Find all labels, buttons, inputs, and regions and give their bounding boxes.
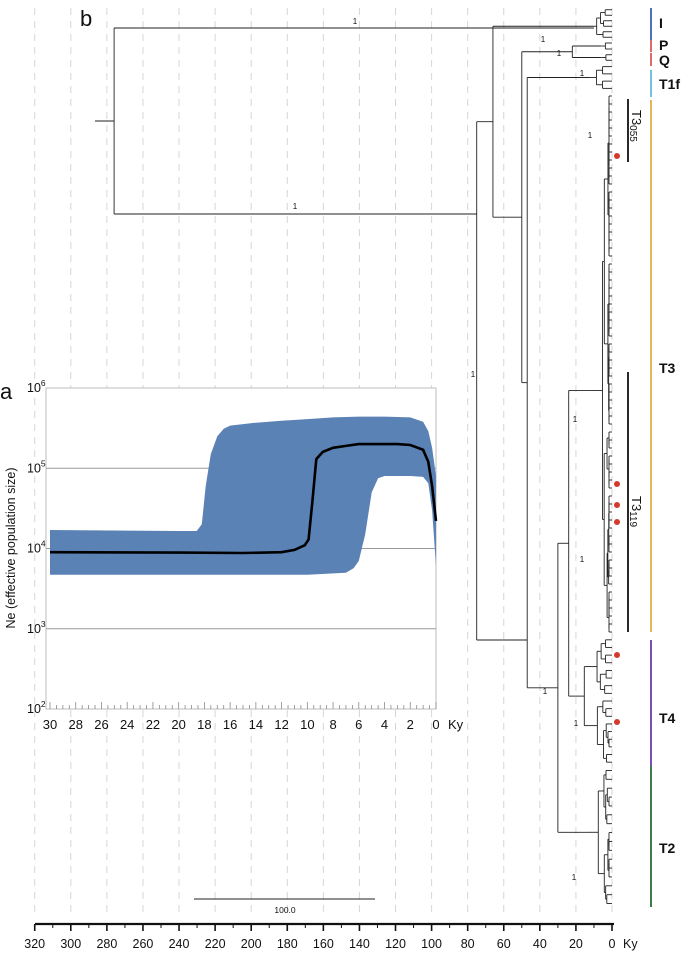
tree-axis-tick-label: 20 xyxy=(569,937,583,951)
skyline-x-tick-label: 6 xyxy=(355,717,362,732)
subclade-base: T3 xyxy=(629,496,644,511)
node-support-label: 1 xyxy=(543,687,548,696)
skyline-y-tick-label: 104 xyxy=(27,539,46,556)
sample-marker-T3 xyxy=(614,502,620,508)
node-support-label: 1 xyxy=(572,873,577,882)
skyline-x-tick-label: 28 xyxy=(68,717,82,732)
skyline-x-tick-label: 2 xyxy=(407,717,414,732)
clade-label-T2: T2 xyxy=(659,840,676,856)
skyline-y-tick-base: 10 xyxy=(27,461,41,475)
tree-axis-tick-label: 240 xyxy=(169,937,190,951)
node-support-label: 1 xyxy=(541,35,546,44)
sample-marker-T3 xyxy=(614,153,620,159)
skyline-x-tick-label: 20 xyxy=(171,717,185,732)
skyline-x-tick-label: 26 xyxy=(94,717,108,732)
tree-axis-tick-label: 260 xyxy=(133,937,154,951)
panel-a-label: a xyxy=(0,379,13,404)
skyline-x-tick-label: 24 xyxy=(120,717,134,732)
node-support-label: 1 xyxy=(580,555,585,564)
tree-axis-tick-label: 0 xyxy=(609,937,616,951)
skyline-x-tick-label: 22 xyxy=(146,717,160,732)
node-support-label: 1 xyxy=(471,370,476,379)
confidence-band xyxy=(50,416,436,575)
sample-marker-T4 xyxy=(614,719,620,725)
skyline-y-tick-exp: 2 xyxy=(41,699,46,709)
skyline-y-tick-exp: 6 xyxy=(41,378,46,388)
node-support-label: 1 xyxy=(573,415,578,424)
node-support-label: 1 xyxy=(580,69,585,78)
tree-axis-tick-label: 80 xyxy=(461,937,475,951)
scale-bar-label: 100.0 xyxy=(274,905,296,915)
tree-axis-tick-label: 300 xyxy=(60,937,81,951)
median-line xyxy=(49,442,438,555)
tree-axis-tick-label: 200 xyxy=(241,937,262,951)
sample-marker-T3 xyxy=(614,519,620,525)
node-support-label: 1 xyxy=(574,719,579,728)
skyline-x-tick-label: 14 xyxy=(249,717,263,732)
node-support-label: 1 xyxy=(557,49,562,58)
tree-axis-tick-label: 220 xyxy=(205,937,226,951)
skyline-x-tick-label: 12 xyxy=(274,717,288,732)
clade-label-T1f: T1f xyxy=(659,76,680,92)
sample-marker-T3 xyxy=(614,481,620,487)
subclade-sub: 119 xyxy=(627,511,638,527)
subclade-sub: 055 xyxy=(627,125,638,142)
sample-markers xyxy=(614,153,620,725)
skyline-y-tick-label: 102 xyxy=(27,699,46,716)
tree-axis-tick-label: 320 xyxy=(24,937,45,951)
node-support-label: 1 xyxy=(293,202,298,211)
tree-axis-tick-label: 280 xyxy=(96,937,117,951)
skyline-x-tick-label: 18 xyxy=(197,717,211,732)
clade-label-Q: Q xyxy=(659,52,670,68)
subclade-label: T3055 xyxy=(627,110,644,142)
skyline-y-tick-base: 10 xyxy=(27,622,41,636)
tree-axis-tick-label: 40 xyxy=(533,937,547,951)
tree-axis-tick-label: 120 xyxy=(385,937,406,951)
skyline-y-tick-base: 10 xyxy=(27,381,41,395)
subclade-base: T3 xyxy=(629,110,644,125)
node-support-label: 1 xyxy=(353,17,358,26)
tree-axis-unit: Ky xyxy=(623,937,638,951)
node-support-label: 1 xyxy=(588,131,593,140)
clade-label-I: I xyxy=(659,15,663,31)
clade-label-P: P xyxy=(659,37,668,53)
skyline-y-tick-base: 10 xyxy=(27,542,41,556)
clade-label-T3: T3 xyxy=(659,360,676,376)
tree-axis-tick-label: 140 xyxy=(349,937,370,951)
skyline-y-tick-label: 103 xyxy=(27,619,46,636)
skyline-y-tick-exp: 4 xyxy=(41,539,46,549)
scale-bar: 100.0 xyxy=(194,898,375,915)
phylogenetic-tree: 1 1 1 1 1 1 1 1 1 1 1 1 xyxy=(95,9,612,905)
clade-label-T4: T4 xyxy=(659,710,676,726)
skyline-y-tick-label: 105 xyxy=(27,458,46,475)
skyline-y-tick-exp: 5 xyxy=(41,458,46,468)
skyline-y-tick-exp: 3 xyxy=(41,619,46,629)
skyline-x-tick-label: 4 xyxy=(381,717,388,732)
tree-axis-tick-label: 180 xyxy=(277,937,298,951)
sample-marker-T4 xyxy=(614,652,620,658)
skyline-x-tick-label: 8 xyxy=(329,717,336,732)
skyline-x-tick-label: 30 xyxy=(43,717,57,732)
skyline-x-tick-label: 0 xyxy=(432,717,439,732)
skyline-y-tick-base: 10 xyxy=(27,702,41,716)
tree-axis-tick-label: 60 xyxy=(497,937,511,951)
tree-time-axis: 320 300 280 260 240 220 200 180 160 140 120 100 80 60… xyxy=(24,922,638,951)
skyline-x-unit: Ky xyxy=(448,717,464,732)
tree-axis-tick-label: 100 xyxy=(421,937,442,951)
tree-axis-tick-label: 160 xyxy=(313,937,334,951)
skyline-x-tick-label: 10 xyxy=(300,717,314,732)
panel-b-label: b xyxy=(80,6,92,31)
skyline-x-tick-label: 16 xyxy=(223,717,237,732)
skyline-y-tick-label: 106 xyxy=(27,378,46,395)
skyline-y-axis-label: Ne (effective population size) xyxy=(4,468,18,629)
subclade-label: T3119 xyxy=(627,496,644,528)
